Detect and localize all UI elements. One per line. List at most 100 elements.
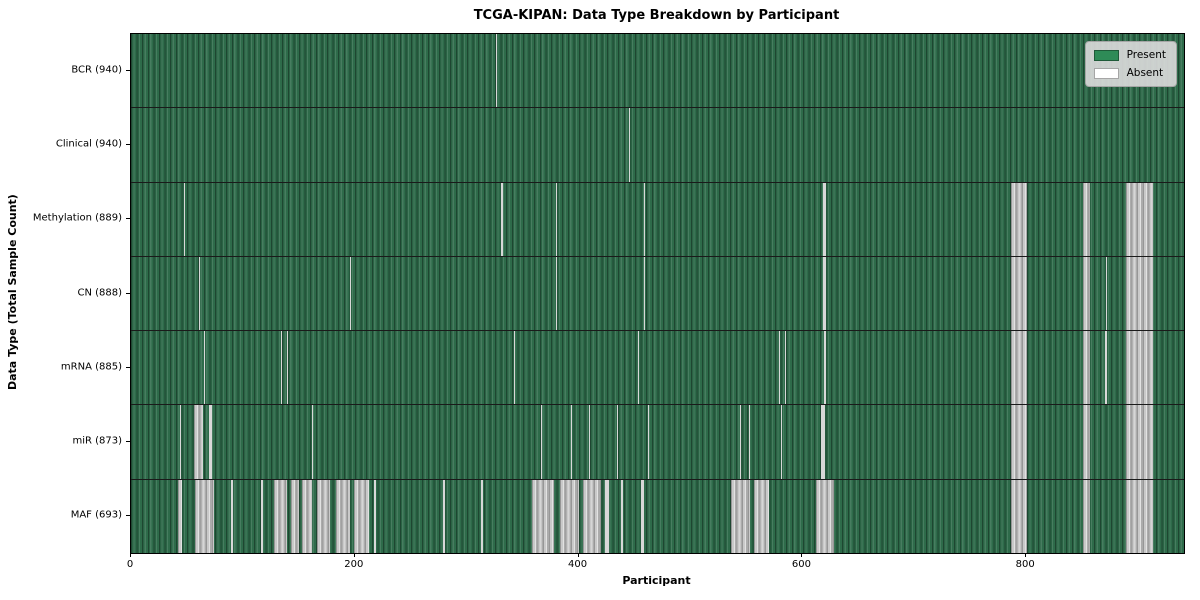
absent-stripe	[616, 405, 618, 479]
x-tick-mark	[577, 553, 579, 557]
absent-stripe	[815, 479, 834, 553]
y-axis-label: Data Type (Total Sample Count)	[6, 194, 19, 391]
heatmap-row-bcr	[131, 34, 1184, 108]
absent-stripe	[570, 405, 572, 479]
absent-stripe	[540, 405, 542, 479]
absent-stripe	[260, 479, 264, 553]
absent-stripe	[778, 331, 781, 405]
absent-stripe	[748, 405, 750, 479]
absent-stripe	[583, 479, 601, 553]
absent-stripe	[1125, 405, 1153, 479]
y-tick-mark	[126, 218, 130, 220]
heatmap-row-clinical	[131, 107, 1184, 182]
absent-stripe	[350, 256, 352, 331]
absent-stripe	[643, 256, 645, 331]
absent-stripe	[291, 479, 299, 553]
chart-title: TCGA-KIPAN: Data Type Breakdown by Parti…	[473, 8, 840, 23]
plot-area	[130, 33, 1185, 554]
legend-label-absent: Absent	[1126, 67, 1164, 79]
x-axis-label: Participant	[622, 574, 691, 587]
legend-patch-present	[1093, 49, 1119, 61]
legend: Present Absent	[1084, 41, 1177, 87]
y-tick-label-bcr: BCR (940)	[71, 64, 122, 76]
absent-stripe	[637, 331, 640, 405]
absent-stripe	[209, 405, 212, 479]
x-tick-mark	[130, 553, 131, 557]
absent-stripe	[822, 256, 826, 331]
absent-stripe	[647, 405, 650, 479]
absent-stripe	[353, 479, 370, 553]
x-tick-label-400: 400	[568, 559, 588, 570]
absent-stripe	[203, 331, 205, 405]
x-tick-label-0: 0	[126, 559, 134, 570]
absent-stripe	[605, 479, 609, 553]
absent-stripe	[781, 405, 783, 479]
heatmap-row-cn	[131, 255, 1184, 331]
y-tick-label-maf: MAF (693)	[70, 509, 122, 521]
y-tick-label-mrna: mRNA (885)	[60, 361, 122, 373]
y-tick-label-methylation: Methylation (889)	[32, 212, 122, 224]
legend-entry-present: Present	[1093, 49, 1166, 61]
absent-stripe	[280, 331, 283, 405]
absent-stripe	[274, 479, 287, 553]
absent-stripe	[1010, 182, 1028, 256]
absent-stripe	[628, 108, 631, 182]
absent-stripe	[1125, 182, 1153, 256]
x-tick-label-800: 800	[1015, 559, 1035, 570]
absent-stripe	[531, 479, 554, 553]
absent-stripe	[177, 479, 183, 553]
absent-stripe	[481, 479, 484, 553]
legend-patch-absent	[1093, 67, 1119, 79]
absent-stripe	[501, 182, 503, 256]
absent-stripe	[286, 331, 288, 405]
absent-stripe	[643, 182, 645, 256]
absent-stripe	[754, 479, 769, 553]
absent-stripe	[821, 405, 825, 479]
absent-stripe	[193, 405, 203, 479]
absent-stripe	[495, 34, 497, 108]
y-tick-label-clinical: Clinical (940)	[55, 138, 122, 150]
absent-stripe	[1125, 256, 1153, 331]
absent-stripe	[739, 405, 741, 479]
absent-stripe	[1125, 331, 1153, 405]
absent-stripe	[180, 405, 182, 479]
y-tick-label-mir: miR (873)	[72, 435, 122, 447]
absent-stripe	[1104, 331, 1107, 405]
absent-stripe	[1105, 256, 1107, 331]
absent-stripe	[194, 479, 214, 553]
absent-stripe	[335, 479, 351, 553]
y-tick-mark	[126, 440, 130, 442]
absent-stripe	[784, 331, 786, 405]
absent-stripe	[513, 331, 515, 405]
absent-stripe	[443, 479, 446, 553]
x-tick-label-200: 200	[344, 559, 364, 570]
absent-stripe	[230, 479, 233, 553]
heatmap-row-mrna	[131, 330, 1184, 405]
legend-entry-absent: Absent	[1093, 67, 1166, 79]
absent-stripe	[1125, 479, 1153, 553]
y-tick-mark	[126, 144, 130, 146]
absent-stripe	[316, 479, 331, 553]
y-tick-label-cn: CN (888)	[77, 287, 122, 298]
y-tick-mark	[126, 292, 130, 294]
absent-stripe	[199, 256, 201, 331]
absent-stripe	[1010, 405, 1028, 479]
y-tick-mark	[126, 366, 130, 368]
absent-stripe	[559, 479, 579, 553]
x-tick-mark	[801, 553, 803, 557]
absent-stripe	[1010, 331, 1028, 405]
heatmap-row-maf	[131, 478, 1184, 553]
absent-stripe	[641, 479, 644, 553]
absent-stripe	[1083, 479, 1090, 553]
absent-stripe	[588, 405, 590, 479]
y-tick-mark	[126, 70, 130, 72]
absent-stripe	[183, 182, 185, 256]
absent-stripe	[1083, 405, 1090, 479]
y-tick-mark	[126, 514, 130, 516]
legend-label-present: Present	[1126, 49, 1166, 61]
absent-stripe	[822, 182, 826, 256]
absent-stripe	[621, 479, 624, 553]
absent-stripe	[302, 479, 313, 553]
absent-stripe	[373, 479, 377, 553]
